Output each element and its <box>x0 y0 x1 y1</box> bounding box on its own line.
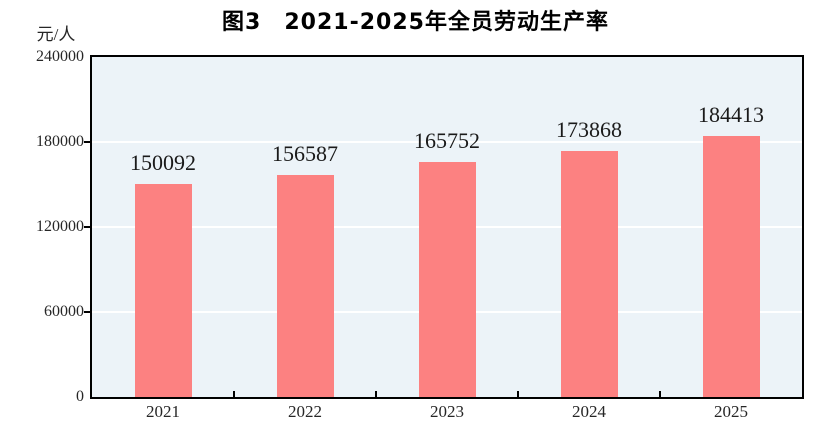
plot-area: 150092 156587 165752 173868 184413 <box>90 55 804 399</box>
x-axis-tick-mark <box>517 391 519 397</box>
bar-value-label-2021: 150092 <box>130 150 196 175</box>
bar-2024 <box>560 151 618 397</box>
x-axis-label-2021: 2021 <box>146 402 180 421</box>
x-axis-tick-mark <box>233 391 235 397</box>
y-axis-tick-mark <box>84 226 92 228</box>
y-axis-tick-label-120000: 120000 <box>36 218 84 235</box>
x-axis-label-2025: 2025 <box>714 402 748 421</box>
chart-title: 图3 2021-2025年全员劳动生产率 <box>222 10 609 35</box>
x-axis-label-2024: 2024 <box>572 402 606 421</box>
bar-value-label-2022: 156587 <box>272 141 338 166</box>
y-axis-unit-label: 元/人 <box>36 25 76 44</box>
y-axis-tick-label-240000: 240000 <box>36 48 84 65</box>
bar-2022 <box>276 175 334 397</box>
y-axis-tick-mark <box>84 141 92 143</box>
x-axis-label-2022: 2022 <box>288 402 322 421</box>
bar-value-label-2024: 173868 <box>556 117 622 142</box>
y-axis-tick-label-180000: 180000 <box>36 133 84 150</box>
bar-2021 <box>134 184 192 397</box>
bar-2023 <box>418 162 476 397</box>
y-axis-tick-label-0: 0 <box>76 388 84 405</box>
x-axis-tick-mark <box>375 391 377 397</box>
bar-value-label-2025: 184413 <box>698 102 764 127</box>
x-axis-tick-mark <box>659 391 661 397</box>
bar-value-label-2023: 165752 <box>414 128 480 153</box>
y-axis-tick-label-60000: 60000 <box>44 303 84 320</box>
y-axis-tick-mark <box>84 311 92 313</box>
bar-2025 <box>702 136 760 397</box>
gridline-180000 <box>92 141 802 143</box>
x-axis-label-2023: 2023 <box>430 402 464 421</box>
